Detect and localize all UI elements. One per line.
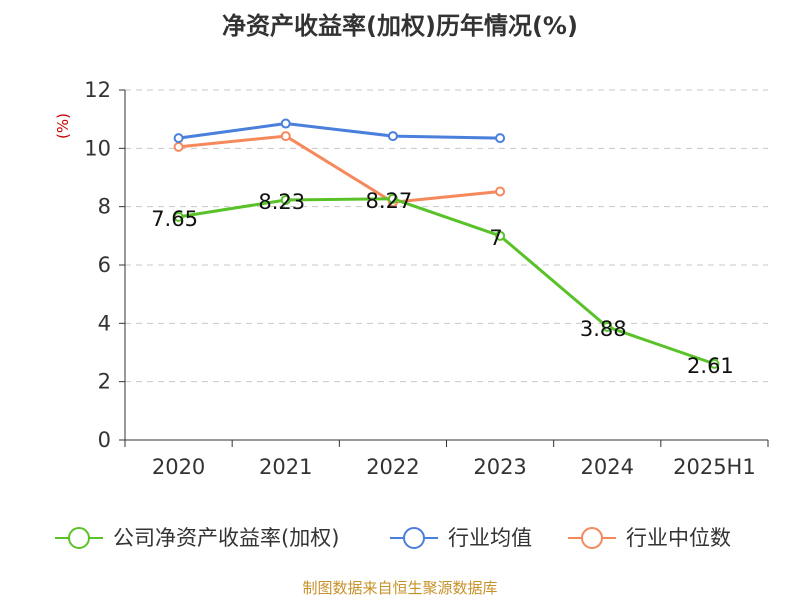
data-label: 8.27 <box>366 189 413 213</box>
data-point <box>495 186 506 197</box>
y-tick-label: 10 <box>84 136 111 160</box>
legend-label-1: 行业均值 <box>448 526 532 550</box>
series-line-0 <box>178 197 715 366</box>
data-point <box>709 358 720 369</box>
legend-label-2: 行业中位数 <box>626 526 731 550</box>
legend-marker-1 <box>403 527 425 549</box>
data-point <box>495 133 506 144</box>
x-tick-labels: 2020 2021 2022 2023 2024 2025H1 <box>152 455 756 479</box>
y-tick-label: 4 <box>98 311 111 335</box>
x-tick-label: 2020 <box>152 455 205 479</box>
data-point <box>602 321 613 332</box>
data-point <box>280 118 291 129</box>
data-point <box>280 194 291 205</box>
series-lines <box>178 122 715 366</box>
y-tick-labels: 0 2 4 6 8 10 12 <box>84 78 111 452</box>
legend-marker-0 <box>68 527 90 549</box>
data-point <box>173 211 184 222</box>
y-tick-label: 2 <box>98 370 111 394</box>
x-tick-label: 2024 <box>581 455 634 479</box>
y-tick-label: 12 <box>84 78 111 102</box>
data-label: 7 <box>489 226 502 250</box>
data-point <box>495 230 506 241</box>
data-point <box>173 133 184 144</box>
data-label: 8.23 <box>258 190 305 214</box>
source-note: 制图数据来自恒生聚源数据库 <box>302 579 497 597</box>
chart-title: 净资产收益率(加权)历年情况(%) <box>222 12 578 40</box>
y-tick-label: 8 <box>98 195 111 219</box>
y-tick-label: 6 <box>98 253 111 277</box>
data-point <box>280 131 291 142</box>
x-tick-label: 2025H1 <box>673 455 756 479</box>
data-point <box>173 141 184 152</box>
series-line-2 <box>178 134 501 204</box>
data-label: 3.88 <box>580 317 627 341</box>
axes <box>119 89 769 447</box>
legend-label-0: 公司净资产收益率(加权) <box>113 526 339 550</box>
data-label: 7.65 <box>151 207 198 231</box>
legend-marker-2 <box>581 527 603 549</box>
y-axis-unit-label: (%) <box>54 113 72 139</box>
data-label: 2.61 <box>687 354 734 378</box>
y-tick-label: 0 <box>98 428 111 452</box>
x-tick-label: 2023 <box>473 455 526 479</box>
data-labels: 7.65 8.23 8.27 7 3.88 2.61 <box>151 189 734 378</box>
grid-lines <box>125 89 768 383</box>
series-line-1 <box>178 122 501 140</box>
x-tick-label: 2022 <box>366 455 419 479</box>
data-point <box>387 131 398 142</box>
data-point <box>387 193 398 204</box>
series-points <box>173 118 720 369</box>
legend: 公司净资产收益率(加权) 行业均值 行业中位数 <box>55 526 731 550</box>
x-tick-label: 2021 <box>259 455 312 479</box>
